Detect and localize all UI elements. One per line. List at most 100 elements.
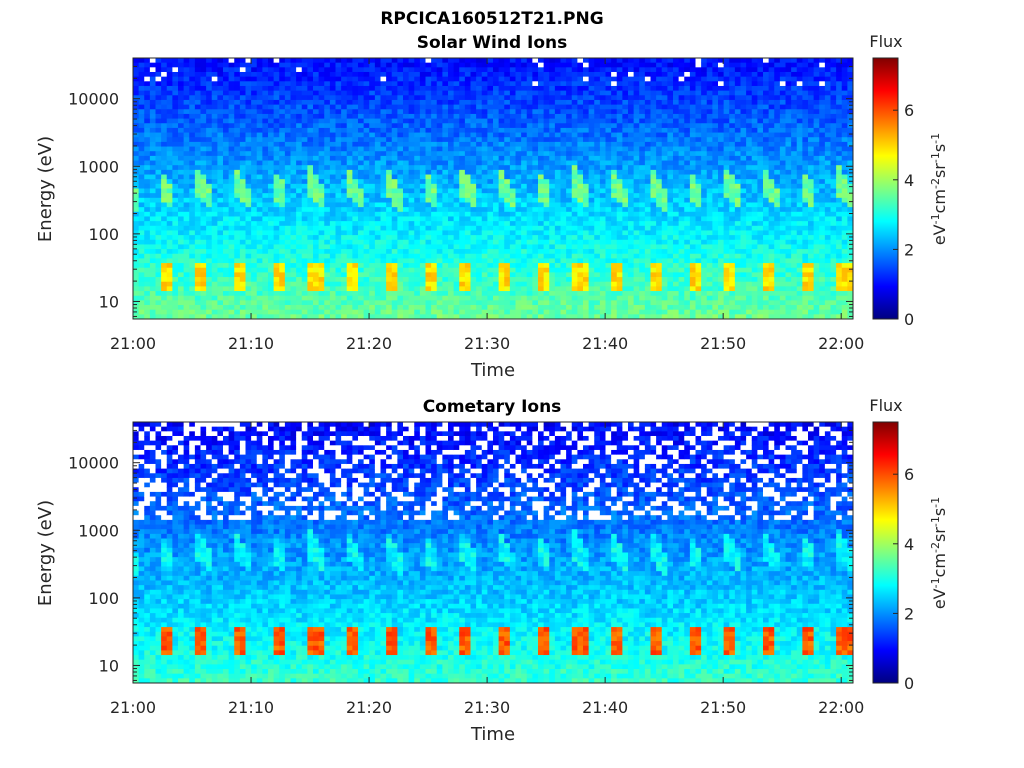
heatmap-cell: [374, 118, 381, 124]
heatmap-cell: [138, 197, 145, 203]
heatmap-cell: [144, 230, 151, 236]
heatmap-cell: [391, 109, 398, 115]
heatmap-cell: [194, 141, 201, 147]
heatmap-cell: [532, 300, 539, 306]
heatmap-cell: [611, 309, 618, 315]
heatmap-cell: [284, 90, 291, 96]
heatmap-cell: [588, 244, 595, 250]
heatmap-cell: [414, 127, 421, 133]
heatmap-cell: [459, 118, 466, 124]
heatmap-cell: [504, 286, 511, 292]
heatmap-cell: [504, 183, 511, 189]
heatmap-cell: [183, 286, 190, 292]
heatmap-cell: [189, 99, 196, 106]
heatmap-cell: [234, 76, 241, 82]
heatmap-cell: [262, 272, 269, 278]
heatmap-cell: [487, 305, 494, 311]
heatmap-cell: [571, 197, 578, 203]
heatmap-cell: [453, 109, 460, 115]
heatmap-cell: [166, 305, 173, 311]
heatmap-cell: [166, 146, 173, 152]
heatmap-cell: [419, 137, 426, 143]
heatmap-cell: [453, 67, 460, 73]
heatmap-cell: [526, 123, 533, 129]
heatmap-cell: [329, 155, 336, 161]
heatmap-cell: [611, 267, 618, 273]
heatmap-cell: [599, 174, 606, 180]
heatmap-cell: [358, 207, 365, 213]
heatmap-cell: [442, 179, 449, 185]
heatmap-cell: [178, 85, 185, 92]
heatmap-cell: [554, 230, 561, 236]
heatmap-cell: [133, 253, 140, 259]
heatmap-cell: [206, 104, 213, 110]
heatmap-cell: [307, 123, 314, 129]
heatmap-cell: [481, 160, 488, 166]
heatmap-cell: [206, 146, 213, 152]
heatmap-cell: [521, 295, 528, 301]
heatmap-cell: [133, 221, 140, 227]
heatmap-cell: [594, 300, 601, 306]
heatmap-cell: [262, 183, 269, 189]
heatmap-cell: [509, 300, 516, 306]
heatmap-cell: [403, 230, 410, 236]
heatmap-cell: [560, 95, 567, 101]
heatmap-cell: [239, 221, 246, 227]
heatmap-cell: [245, 104, 252, 110]
heatmap-cell: [318, 165, 325, 171]
heatmap-cell: [374, 104, 381, 110]
heatmap-cell: [414, 253, 421, 259]
heatmap-cell: [133, 239, 140, 245]
heatmap-cell: [577, 160, 584, 166]
heatmap-cell: [284, 137, 291, 143]
heatmap-cell: [560, 253, 567, 259]
heatmap-cell: [133, 165, 140, 171]
heatmap-cell: [442, 263, 449, 269]
heatmap-cell: [144, 295, 151, 301]
heatmap-cell: [605, 295, 612, 301]
heatmap-cell: [256, 225, 263, 231]
heatmap-cell: [189, 165, 196, 171]
heatmap-cell: [397, 295, 404, 301]
heatmap-cell: [594, 141, 601, 147]
heatmap-cell: [144, 221, 151, 227]
heatmap-cell: [616, 104, 623, 110]
heatmap-cell: [172, 118, 179, 124]
heatmap-cell: [335, 179, 342, 185]
heatmap-cell: [538, 216, 545, 222]
heatmap-cell: [358, 95, 365, 101]
heatmap-cell: [155, 81, 162, 87]
heatmap-cell: [633, 85, 640, 92]
heatmap-cell: [549, 267, 556, 273]
heatmap-cell: [408, 90, 415, 96]
heatmap-cell: [436, 85, 443, 92]
heatmap-cell: [194, 67, 201, 73]
heatmap-cell: [194, 244, 201, 250]
heatmap-cell: [616, 160, 623, 166]
heatmap-cell: [419, 300, 426, 306]
heatmap-cell: [217, 281, 224, 287]
heatmap-cell: [397, 286, 404, 292]
heatmap-cell: [431, 221, 438, 227]
heatmap-cell: [386, 71, 393, 78]
heatmap-cell: [403, 58, 410, 64]
heatmap-cell: [369, 221, 376, 227]
heatmap-cell: [363, 188, 370, 194]
heatmap-cell: [290, 281, 297, 287]
heatmap-cell: [543, 314, 550, 320]
heatmap-cell: [256, 104, 263, 110]
heatmap-cell: [414, 155, 421, 161]
heatmap-cell: [493, 211, 500, 217]
heatmap-cell: [549, 249, 556, 255]
heatmap-cell: [324, 127, 331, 133]
heatmap-cell: [380, 141, 387, 147]
heatmap-cell: [183, 235, 190, 241]
heatmap-cell: [307, 295, 314, 301]
heatmap-cell: [436, 202, 443, 208]
heatmap-cell: [605, 235, 612, 241]
heatmap-cell: [335, 211, 342, 217]
heatmap-cell: [594, 99, 601, 106]
heatmap-cell: [498, 235, 505, 241]
heatmap-cell: [144, 281, 151, 287]
heatmap-cell: [217, 188, 224, 194]
